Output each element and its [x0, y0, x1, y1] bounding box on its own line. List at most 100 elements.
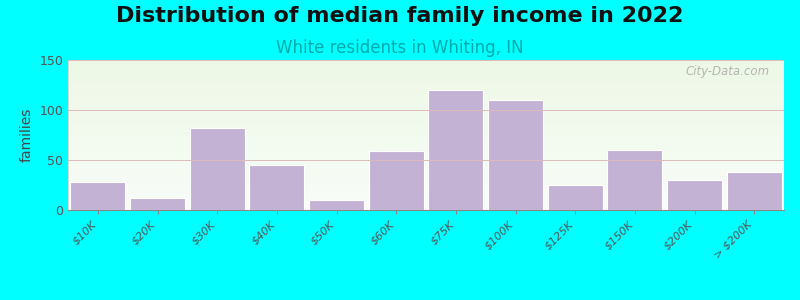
Bar: [68, 88, 784, 89]
Bar: [68, 191, 784, 192]
Bar: [68, 105, 784, 106]
Bar: [68, 122, 784, 123]
Bar: [68, 168, 784, 169]
Bar: [68, 190, 784, 191]
Bar: [68, 126, 784, 127]
Bar: [68, 114, 784, 115]
Bar: [68, 199, 784, 200]
Bar: [68, 106, 784, 107]
Bar: [68, 94, 784, 95]
Bar: [68, 108, 784, 109]
Bar: [68, 130, 784, 131]
Bar: [68, 176, 784, 177]
Bar: [68, 144, 784, 145]
Bar: [68, 172, 784, 173]
Bar: [68, 140, 784, 141]
Bar: [667, 180, 722, 210]
Bar: [68, 115, 784, 116]
Bar: [68, 142, 784, 143]
Bar: [68, 160, 784, 161]
Bar: [68, 69, 784, 70]
Bar: [68, 107, 784, 108]
Bar: [68, 109, 784, 110]
Bar: [68, 91, 784, 92]
Bar: [68, 182, 784, 183]
Bar: [68, 145, 784, 146]
Bar: [68, 85, 784, 86]
Bar: [68, 155, 784, 156]
Bar: [68, 135, 784, 136]
Bar: [68, 177, 784, 178]
Bar: [68, 194, 784, 195]
Bar: [68, 167, 784, 168]
Bar: [68, 169, 784, 170]
Bar: [68, 198, 784, 199]
Bar: [68, 195, 784, 196]
Bar: [68, 173, 784, 174]
Bar: [68, 137, 784, 138]
Bar: [68, 75, 784, 76]
Bar: [68, 185, 784, 186]
Bar: [68, 93, 784, 94]
Bar: [68, 127, 784, 128]
Bar: [68, 208, 784, 209]
Bar: [68, 204, 784, 205]
Bar: [68, 103, 784, 104]
Bar: [68, 124, 784, 125]
Bar: [68, 76, 784, 77]
Bar: [190, 128, 245, 210]
Bar: [428, 90, 483, 210]
Bar: [68, 162, 784, 163]
Bar: [68, 197, 784, 198]
Bar: [68, 101, 784, 102]
Bar: [68, 183, 784, 184]
Bar: [68, 96, 784, 97]
Text: Distribution of median family income in 2022: Distribution of median family income in …: [116, 6, 684, 26]
Bar: [68, 163, 784, 164]
Bar: [68, 104, 784, 105]
Bar: [68, 97, 784, 98]
Bar: [68, 170, 784, 171]
Bar: [68, 131, 784, 132]
Bar: [68, 175, 784, 176]
Bar: [68, 193, 784, 194]
Bar: [68, 112, 784, 113]
Bar: [68, 119, 784, 120]
Bar: [68, 111, 784, 112]
Bar: [68, 149, 784, 150]
Bar: [68, 158, 784, 159]
Bar: [68, 206, 784, 207]
Bar: [68, 70, 784, 71]
Bar: [68, 146, 784, 147]
Bar: [68, 73, 784, 74]
Bar: [68, 87, 784, 88]
Bar: [68, 85, 784, 86]
Bar: [68, 116, 784, 117]
Bar: [68, 153, 784, 154]
Bar: [68, 77, 784, 78]
Bar: [68, 71, 784, 72]
Bar: [68, 152, 784, 153]
Bar: [68, 207, 784, 208]
Bar: [68, 139, 784, 140]
Bar: [68, 196, 784, 197]
Bar: [68, 205, 784, 206]
Bar: [68, 102, 784, 103]
Bar: [607, 150, 662, 210]
Bar: [68, 74, 784, 75]
Bar: [68, 128, 784, 129]
Bar: [68, 78, 784, 79]
Bar: [68, 189, 784, 190]
Bar: [68, 147, 784, 148]
Bar: [68, 133, 784, 134]
Bar: [68, 192, 784, 193]
Bar: [68, 65, 784, 66]
Bar: [68, 200, 784, 201]
Bar: [726, 172, 782, 210]
Bar: [68, 86, 784, 87]
Bar: [68, 66, 784, 67]
Bar: [68, 64, 784, 65]
Bar: [68, 138, 784, 139]
Bar: [68, 95, 784, 96]
Bar: [68, 184, 784, 185]
